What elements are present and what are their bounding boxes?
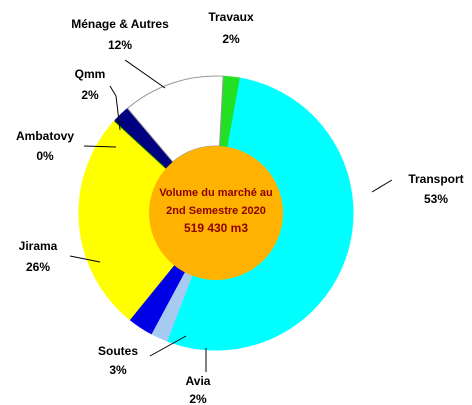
- leader-line: [83, 145, 117, 148]
- value-label: 2%: [222, 32, 240, 46]
- category-label: Transport: [408, 172, 463, 186]
- category-label: Jirama: [19, 239, 58, 253]
- category-label: Travaux: [208, 10, 254, 24]
- value-label: 26%: [26, 260, 50, 274]
- category-label: Ambatovy: [16, 129, 74, 143]
- category-label: Soutes: [98, 344, 138, 358]
- leader-line: [149, 335, 187, 357]
- center-text: Volume du marché au: [159, 187, 273, 199]
- category-label: Ménage & Autres: [71, 17, 169, 31]
- value-label: 2%: [189, 392, 207, 405]
- leader-line: [109, 85, 121, 131]
- leader-line: [124, 59, 166, 89]
- value-label: 53%: [424, 192, 448, 206]
- category-label: Avia: [186, 374, 211, 388]
- value-label: 3%: [109, 363, 127, 377]
- category-label: Qmm: [75, 67, 106, 81]
- donut: [78, 75, 354, 351]
- center-disc: [149, 146, 283, 280]
- value-label: 12%: [108, 38, 132, 52]
- value-label: 0%: [36, 149, 54, 163]
- leader-line: [69, 255, 101, 263]
- value-label: 2%: [81, 88, 99, 102]
- center-text: 2nd Semestre 2020: [166, 205, 266, 217]
- leader-line: [371, 179, 393, 193]
- total-label: 519 430 m3: [184, 221, 248, 235]
